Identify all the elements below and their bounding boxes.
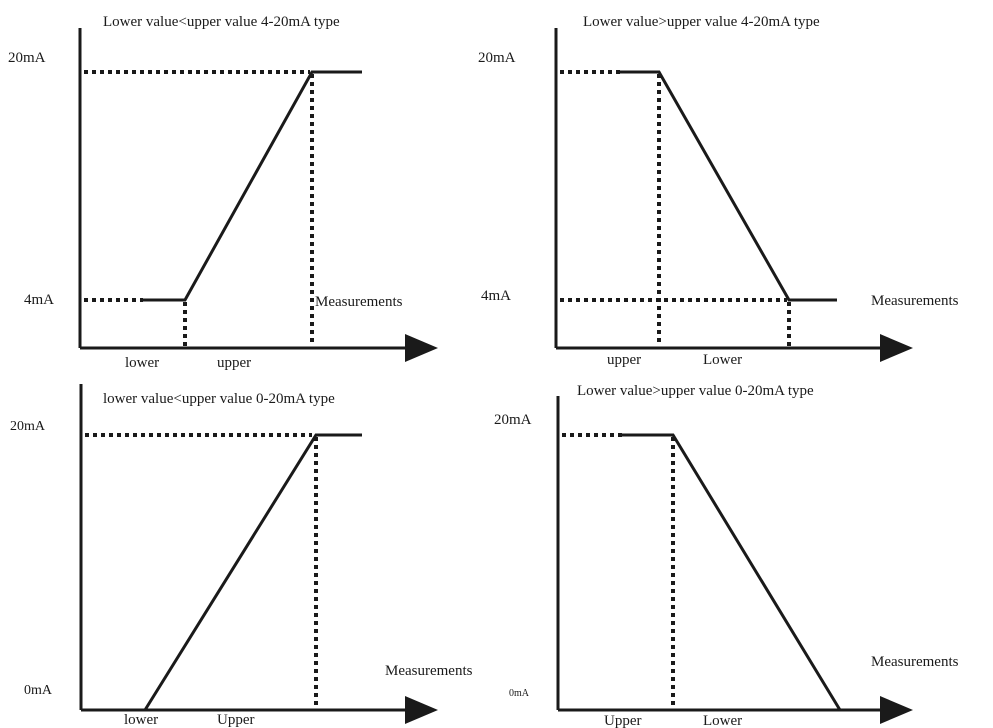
panel-3-x-axis-arrow	[405, 696, 438, 724]
panel-3-x-label-2: Upper	[217, 712, 255, 728]
panel-1-title: Lower value<upper value 4-20mA type	[103, 14, 340, 30]
panel-2-y-bottom-label: 4mA	[481, 288, 511, 304]
panel-3-y-bottom-label: 0mA	[24, 683, 53, 698]
panel-3-axis-label: Measurements	[385, 663, 473, 679]
panel-2-x-label-1: upper	[607, 352, 641, 368]
panel-2: Lower value>upper value 4-20mA type 20mA…	[478, 14, 959, 368]
panel-1-axis-label: Measurements	[315, 294, 403, 310]
panel-1-y-top-label: 20mA	[8, 50, 46, 66]
panel-4-y-bottom-label: 0mA	[509, 688, 530, 699]
panel-2-axis-label: Measurements	[871, 293, 959, 309]
panel-4: Lower value>upper value 0-20mA type 20mA…	[494, 383, 959, 728]
panel-2-output-curve	[620, 70, 837, 302]
panel-3: lower value<upper value 0-20mA type 20mA…	[10, 384, 473, 728]
panel-2-x-label-2: Lower	[703, 352, 742, 368]
panel-4-title: Lower value>upper value 0-20mA type	[577, 383, 814, 399]
panel-3-title: lower value<upper value 0-20mA type	[103, 391, 335, 407]
panel-4-output-curve	[622, 433, 842, 711]
panel-1-x-label-1: lower	[125, 355, 159, 371]
panel-1-y-bottom-label: 4mA	[24, 292, 54, 308]
panel-1-x-label-2: upper	[217, 355, 251, 371]
panel-4-x-label-1: Upper	[604, 713, 642, 728]
panel-2-title: Lower value>upper value 4-20mA type	[583, 14, 820, 30]
panel-4-x-label-2: Lower	[703, 713, 742, 728]
panel-4-axis-label: Measurements	[871, 654, 959, 670]
panel-3-output-curve	[143, 433, 362, 711]
panel-1-output-curve	[143, 70, 362, 302]
panel-4-y-top-label: 20mA	[494, 412, 532, 428]
panel-2-x-axis-arrow	[880, 334, 913, 362]
panel-4-x-axis-arrow	[880, 696, 913, 724]
panel-2-y-top-label: 20mA	[478, 50, 516, 66]
panel-3-x-label-1: lower	[124, 712, 158, 728]
panel-1: Lower value<upper value 4-20mA type 20mA…	[8, 14, 438, 371]
panel-3-y-top-label: 20mA	[10, 419, 46, 434]
panel-1-x-axis-arrow	[405, 334, 438, 362]
